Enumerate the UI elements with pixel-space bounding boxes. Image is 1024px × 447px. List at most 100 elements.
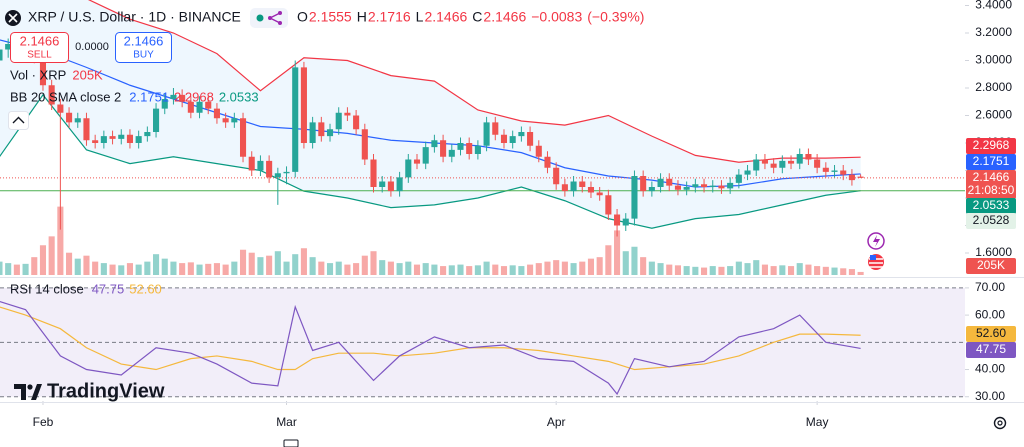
price-badge-label: 47.75 [976, 342, 1006, 356]
candle-body [170, 94, 177, 99]
volume-bar [500, 266, 508, 275]
volume-bar [535, 263, 542, 275]
economic-icon-canton [870, 255, 876, 260]
buy-price: 2.1466 [124, 33, 164, 48]
volume-bar [701, 267, 708, 275]
candle-body [709, 185, 716, 187]
volume-bar [353, 263, 360, 275]
candle-body [735, 174, 742, 183]
volume-bar [231, 261, 238, 275]
ohlc-value: 2.1466 [424, 9, 467, 25]
rsi-y-tick-label: 60.00 [975, 307, 1005, 321]
y-tick-label: 3.4000 [975, 0, 1012, 12]
candle-body [822, 167, 829, 172]
price-badge-countdown: 21:08:50 [968, 183, 1015, 197]
volume-bar [283, 261, 290, 275]
candle-body [787, 160, 795, 164]
candle-body [614, 214, 621, 226]
volume-bar [335, 261, 342, 275]
volume-bar [118, 265, 125, 275]
candle-body [840, 170, 847, 175]
price-badge-label: 2.0528 [973, 213, 1010, 227]
volume-bar [153, 254, 160, 275]
share-icon-node [278, 21, 282, 25]
candle-body [248, 156, 255, 171]
candle-body [674, 185, 681, 190]
volume-bar [518, 266, 525, 275]
y-tick-label: 2.6000 [975, 108, 1012, 122]
volume-bar [509, 265, 516, 275]
price-badge [966, 170, 1016, 199]
watermark-logo [31, 384, 42, 400]
price-badge-label: 52.60 [976, 326, 1006, 340]
volume-bar [666, 264, 673, 275]
volume-bar [144, 261, 151, 275]
sell-button[interactable] [10, 32, 69, 63]
volume-bar [440, 266, 447, 275]
buy-button[interactable] [115, 32, 172, 63]
candle-body [144, 132, 151, 137]
candle-body [318, 122, 325, 137]
volume-bar [683, 266, 690, 275]
volume-bar [744, 263, 751, 275]
volume-legend-value: 205K [72, 67, 103, 82]
volume-bar [109, 264, 116, 275]
volume-bar [796, 263, 803, 275]
candle-body [527, 132, 534, 146]
volume-bar [822, 266, 829, 275]
volume-bar [718, 266, 725, 275]
volume-bar [39, 245, 47, 275]
volume-bar [379, 260, 386, 275]
candle-body [596, 192, 603, 196]
volume-bar [779, 265, 786, 275]
price-badge-label: 2.1466 [973, 170, 1010, 184]
price-badge-label: 2.1751 [973, 154, 1010, 168]
candle-body [587, 187, 595, 193]
volume-bar [814, 266, 821, 275]
price-badge [966, 326, 1016, 342]
price-badge-label: 2.2968 [973, 138, 1010, 152]
settings-icon[interactable] [993, 416, 1007, 430]
bb-upper [87, 0, 861, 163]
watermark-logo [14, 384, 26, 400]
plot-layer: 3.40003.20003.00002.80002.60002.40002.20… [0, 0, 1012, 429]
calendar-icon[interactable] [283, 439, 299, 447]
candle-body [448, 149, 455, 157]
price-badge-label: 205K [977, 258, 1005, 272]
candle-body [413, 159, 421, 164]
candle-body [492, 122, 499, 135]
ohlc-letter: C [472, 9, 482, 25]
candle-body [274, 173, 281, 178]
candle-body [222, 118, 229, 123]
share-icon-node [278, 11, 282, 15]
volume-bar [648, 261, 655, 275]
volume-bar [805, 264, 812, 275]
candle-body [196, 101, 203, 113]
candle-body [135, 136, 142, 143]
volume-bar [709, 266, 716, 275]
candle-body [326, 129, 334, 137]
x-tick-label: Feb [33, 415, 54, 429]
volume-bar [527, 264, 534, 275]
candle-body [692, 184, 699, 187]
candle-body [161, 99, 168, 109]
candle-body [48, 85, 55, 105]
rsi-legend-ma: 52.60 [129, 281, 162, 296]
candle-body [857, 176, 864, 178]
volume-bar [831, 267, 838, 275]
candle-body [422, 147, 429, 164]
y-tick-label: 2.8000 [975, 80, 1012, 94]
candle-body [283, 171, 290, 174]
candle-body [744, 170, 751, 175]
rsi-ma [0, 306, 861, 371]
volume-bar [735, 261, 742, 275]
volume-bar [483, 261, 490, 275]
settings-icon-center [997, 420, 1003, 426]
candle-body [344, 112, 351, 116]
y-tick-label: 3.2000 [975, 25, 1012, 39]
collapse-button[interactable] [8, 111, 29, 130]
candle-body [509, 136, 516, 143]
volume-legend: Vol · XRP [10, 67, 66, 82]
volume-bar [640, 257, 647, 275]
